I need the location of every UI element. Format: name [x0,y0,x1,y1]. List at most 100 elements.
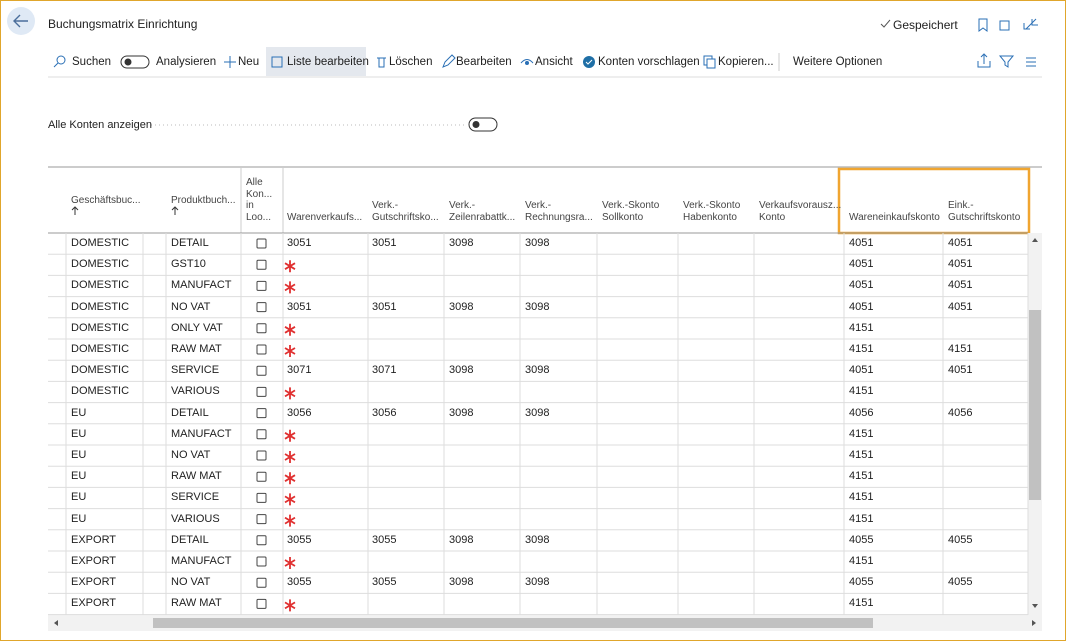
cell[interactable]: 3051 [372,300,397,313]
h-scrollbar[interactable] [153,618,873,628]
column-header[interactable]: Loo... [246,211,272,223]
checkbox[interactable] [256,429,267,440]
cell[interactable]: EXPORT [71,576,117,589]
cell[interactable]: 4055 [849,533,874,546]
column-header[interactable]: Verk.- [525,200,552,211]
cell[interactable]: DOMESTIC [71,300,130,313]
cell[interactable]: 3071 [372,364,397,377]
column-header[interactable]: Gutschriftsko... [372,211,439,223]
cell[interactable]: DOMESTIC [71,321,130,334]
cell[interactable]: 4151 [849,555,874,567]
column-header[interactable]: Verk.- [372,200,399,211]
cell[interactable]: 3098 [525,237,550,249]
cell[interactable]: 3098 [525,533,550,546]
checkbox[interactable] [256,259,267,270]
cell[interactable]: 4055 [849,576,874,589]
column-header[interactable]: Verk.-Skonto [602,200,660,211]
cell[interactable]: 4151 [849,491,874,504]
cell[interactable]: 3098 [525,300,550,313]
column-header[interactable]: Habenkonto [683,211,737,223]
cell[interactable]: DETAIL [171,237,209,249]
cell[interactable]: 3098 [449,237,474,249]
cell[interactable]: 4051 [849,364,874,377]
cell[interactable]: 4151 [849,512,874,525]
cell[interactable]: 4151 [849,343,874,355]
toolbar-button[interactable]: Ansicht [535,56,573,68]
column-header[interactable]: Eink.- [948,200,974,211]
cell[interactable]: NO VAT [171,300,211,313]
cell[interactable]: 4051 [849,279,874,292]
column-header[interactable]: Konto [759,211,786,223]
column-header[interactable]: Verkaufsvorausz... [759,200,842,211]
cell[interactable]: EU [71,427,87,440]
cell[interactable]: EXPORT [71,533,117,546]
checkbox[interactable] [256,450,267,461]
checkbox[interactable] [256,408,267,419]
checkbox[interactable] [256,492,267,503]
column-header[interactable]: Produktbuch... [171,194,236,206]
checkbox[interactable] [256,386,267,397]
cell[interactable]: 4151 [849,470,874,483]
cell[interactable]: EXPORT [71,597,117,610]
cell[interactable]: 3055 [287,533,312,546]
column-header[interactable]: Geschäftsbuc... [71,194,141,206]
cell[interactable]: 4151 [849,597,874,610]
cell[interactable]: 3055 [287,576,312,589]
cell[interactable]: 4051 [948,237,973,249]
cell[interactable]: RAW MAT [171,343,222,355]
cell[interactable]: RAW MAT [171,470,222,483]
checkbox[interactable] [256,302,267,313]
checkbox[interactable] [256,344,267,355]
cell[interactable]: 3071 [287,364,312,377]
cell[interactable]: 4051 [948,364,973,377]
cell[interactable]: ONLY VAT [171,321,223,334]
column-header[interactable]: Rechnungsra... [525,211,593,223]
column-header[interactable]: Wareneinkaufskonto [849,211,940,223]
cell[interactable]: EU [71,406,87,419]
checkbox[interactable] [256,238,267,249]
cell[interactable]: 3098 [449,533,474,546]
cell[interactable]: NO VAT [171,576,211,589]
cell[interactable]: 4151 [849,449,874,461]
cell[interactable]: 4051 [849,300,874,313]
cell[interactable]: EU [71,491,87,504]
column-header[interactable]: Sollkonto [602,211,644,223]
cell[interactable]: 4151 [849,427,874,440]
cell[interactable]: 3098 [525,364,550,377]
cell[interactable]: 3098 [449,364,474,377]
toolbar-button[interactable]: Suchen [72,56,112,68]
cell[interactable]: 4056 [849,406,874,419]
cell[interactable]: 4151 [849,321,874,334]
cell[interactable]: 4056 [948,406,973,419]
share-icon[interactable] [977,53,991,68]
cell[interactable]: DOMESTIC [71,343,130,355]
cell[interactable]: RAW MAT [171,597,222,610]
cell[interactable]: 3051 [372,237,397,249]
toolbar-button[interactable]: Löschen [389,56,433,68]
cell[interactable]: 3098 [449,576,474,589]
cell[interactable]: 4055 [948,533,973,546]
cell[interactable]: VARIOUS [171,385,220,398]
filter-icon[interactable] [998,55,1015,68]
cell[interactable]: 3098 [449,406,474,419]
column-header[interactable]: Kon... [246,188,273,200]
checkbox[interactable] [256,365,267,376]
cell[interactable]: DETAIL [171,406,209,419]
column-header[interactable]: Alle [246,177,263,188]
cell[interactable]: MANUFACT [171,427,232,440]
column-header[interactable]: Gutschriftskonto [948,211,1021,223]
cell[interactable]: 4051 [948,300,973,313]
cell[interactable]: GST10 [171,258,206,271]
column-header[interactable]: Verk.-Skonto [683,200,741,211]
toolbar-button[interactable]: Weitere Optionen [793,56,883,68]
toolbar-button[interactable]: Konten vorschlagen [598,56,700,68]
toolbar-button[interactable]: Liste bearbeiten [287,56,369,68]
cell[interactable]: 3098 [525,406,550,419]
toolbar-button[interactable]: Kopieren... [718,56,774,68]
cell[interactable]: MANUFACT [171,279,232,292]
cell[interactable]: DOMESTIC [71,364,130,377]
cell[interactable]: 3051 [287,237,312,249]
checkbox[interactable] [256,535,267,546]
cell[interactable]: 3098 [525,576,550,589]
cell[interactable]: EXPORT [71,555,117,567]
